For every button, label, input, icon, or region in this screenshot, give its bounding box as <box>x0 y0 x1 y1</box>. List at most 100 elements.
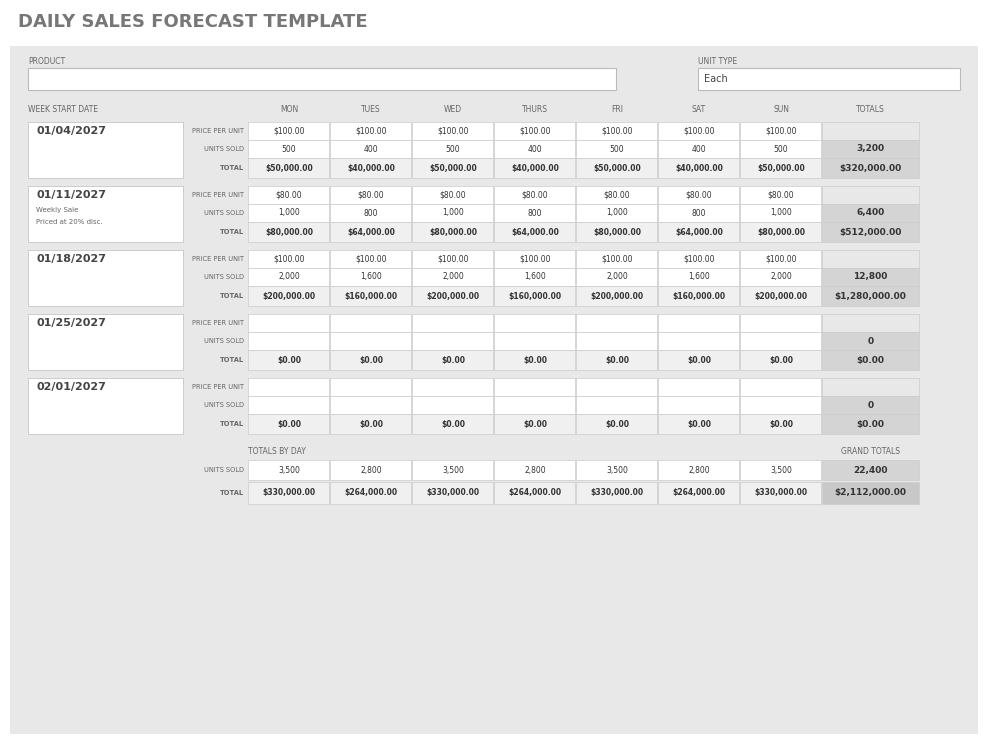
Text: WEEK START DATE: WEEK START DATE <box>28 104 98 114</box>
Text: $0.00: $0.00 <box>769 420 793 429</box>
Bar <box>330 396 411 414</box>
Text: 400: 400 <box>692 144 706 153</box>
Text: $80,000.00: $80,000.00 <box>265 228 313 237</box>
Bar <box>412 396 493 414</box>
Bar <box>576 204 657 222</box>
Text: 2,000: 2,000 <box>279 272 300 281</box>
Text: UNITS SOLD: UNITS SOLD <box>204 210 244 216</box>
Bar <box>658 250 739 268</box>
Text: $320,000.00: $320,000.00 <box>840 164 902 173</box>
Text: 500: 500 <box>774 144 788 153</box>
Text: $100.00: $100.00 <box>684 254 714 263</box>
Bar <box>412 314 493 332</box>
Text: $200,000.00: $200,000.00 <box>755 292 807 301</box>
Bar <box>494 332 575 350</box>
Bar <box>248 286 329 306</box>
Text: 3,500: 3,500 <box>606 466 628 475</box>
Text: $0.00: $0.00 <box>857 356 884 365</box>
Bar <box>494 396 575 414</box>
Bar <box>576 314 657 332</box>
Bar <box>576 158 657 178</box>
Text: TUES: TUES <box>362 104 380 114</box>
Text: WED: WED <box>444 104 462 114</box>
Text: FRI: FRI <box>611 104 623 114</box>
Bar <box>494 314 575 332</box>
Bar <box>576 250 657 268</box>
Text: $1,280,000.00: $1,280,000.00 <box>835 292 906 301</box>
Bar <box>740 204 821 222</box>
Bar <box>248 140 329 158</box>
Text: $0.00: $0.00 <box>523 356 547 365</box>
Text: $80.00: $80.00 <box>604 190 630 199</box>
Bar <box>658 186 739 204</box>
Bar <box>658 158 739 178</box>
Text: 01/18/2027: 01/18/2027 <box>36 254 106 264</box>
Bar <box>740 482 821 504</box>
Text: TOTALS: TOTALS <box>857 104 885 114</box>
Bar <box>248 222 329 242</box>
Text: $0.00: $0.00 <box>441 356 465 365</box>
Bar <box>576 122 657 140</box>
Bar <box>658 414 739 434</box>
Text: $40,000.00: $40,000.00 <box>675 164 723 173</box>
Text: SAT: SAT <box>692 104 706 114</box>
Bar <box>248 378 329 396</box>
Bar <box>412 460 493 480</box>
Bar <box>412 268 493 286</box>
Text: 3,500: 3,500 <box>278 466 300 475</box>
Bar <box>822 460 919 480</box>
Bar <box>658 314 739 332</box>
Text: $160,000.00: $160,000.00 <box>673 292 725 301</box>
Text: $64,000.00: $64,000.00 <box>675 228 723 237</box>
Text: 800: 800 <box>364 208 378 217</box>
Text: $264,000.00: $264,000.00 <box>345 489 397 498</box>
Text: 1,000: 1,000 <box>279 208 300 217</box>
Bar <box>494 350 575 370</box>
Bar <box>330 332 411 350</box>
Bar <box>412 222 493 242</box>
Text: 12,800: 12,800 <box>854 272 887 281</box>
Bar <box>248 186 329 204</box>
Bar <box>658 268 739 286</box>
Bar <box>658 332 739 350</box>
Text: TOTAL: TOTAL <box>220 229 244 235</box>
Text: $64,000.00: $64,000.00 <box>347 228 395 237</box>
Text: $100.00: $100.00 <box>684 126 714 135</box>
Text: PRODUCT: PRODUCT <box>28 57 65 66</box>
Bar <box>412 158 493 178</box>
Bar <box>822 314 919 332</box>
Bar <box>330 204 411 222</box>
Bar <box>658 482 739 504</box>
Bar <box>28 68 616 90</box>
Bar <box>330 378 411 396</box>
Text: $0.00: $0.00 <box>277 356 301 365</box>
Text: Weekly Sale: Weekly Sale <box>36 207 78 213</box>
Bar <box>822 268 919 286</box>
Text: 1,600: 1,600 <box>524 272 546 281</box>
Text: $512,000.00: $512,000.00 <box>840 228 902 237</box>
Text: 22,400: 22,400 <box>854 466 888 475</box>
Bar <box>330 250 411 268</box>
Text: 01/11/2027: 01/11/2027 <box>36 190 106 200</box>
Text: $80.00: $80.00 <box>522 190 548 199</box>
Bar <box>0 0 988 44</box>
Bar <box>822 158 919 178</box>
Bar <box>330 186 411 204</box>
Text: 500: 500 <box>446 144 460 153</box>
Text: UNITS SOLD: UNITS SOLD <box>204 146 244 152</box>
Bar <box>494 250 575 268</box>
Text: $264,000.00: $264,000.00 <box>673 489 725 498</box>
Text: $100.00: $100.00 <box>602 254 632 263</box>
Text: UNITS SOLD: UNITS SOLD <box>204 274 244 280</box>
Bar <box>248 268 329 286</box>
Bar <box>740 460 821 480</box>
Bar <box>658 222 739 242</box>
Text: $264,000.00: $264,000.00 <box>509 489 561 498</box>
Bar <box>740 396 821 414</box>
Text: $100.00: $100.00 <box>274 126 304 135</box>
Text: $0.00: $0.00 <box>605 420 629 429</box>
Bar <box>412 378 493 396</box>
Text: Each: Each <box>704 74 728 84</box>
Bar <box>412 250 493 268</box>
Text: $80,000.00: $80,000.00 <box>757 228 805 237</box>
